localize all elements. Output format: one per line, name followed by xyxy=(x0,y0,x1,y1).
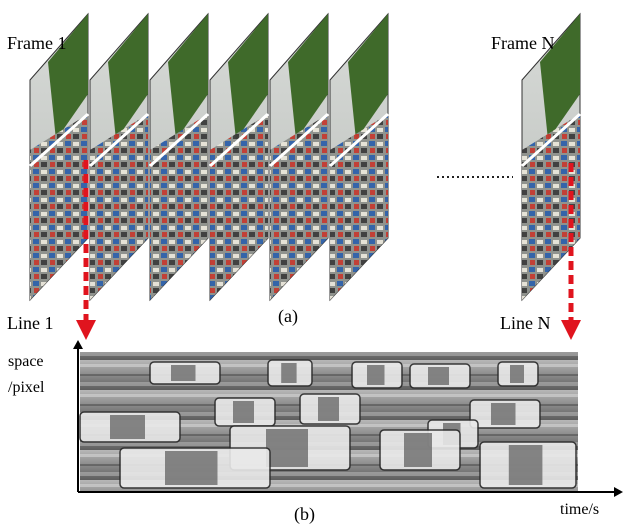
frame-stack xyxy=(28,12,390,302)
vehicle-window xyxy=(404,433,432,467)
video-frame xyxy=(268,12,330,302)
scan-arrow-line-1 xyxy=(76,160,96,340)
vehicle-window xyxy=(165,451,218,485)
x-axis-arrowhead xyxy=(614,487,623,497)
vehicle-window xyxy=(318,397,339,421)
scan-arrow-line-n xyxy=(561,163,581,340)
spatiotemporal-map xyxy=(79,352,578,491)
caption-a: (a) xyxy=(278,306,298,326)
video-frame xyxy=(520,12,582,302)
vehicle-window xyxy=(233,401,254,423)
video-frame xyxy=(148,12,210,302)
y-axis-arrowhead xyxy=(73,340,83,349)
vehicle-window xyxy=(491,403,516,425)
vehicle-window xyxy=(110,415,145,439)
video-frame xyxy=(208,12,270,302)
label-frame-n: Frame N xyxy=(491,33,555,53)
vehicle-window xyxy=(428,367,449,385)
caption-b: (b) xyxy=(294,504,315,524)
vehicle-window xyxy=(508,445,543,485)
y-axis-label-line-2: /pixel xyxy=(8,379,45,396)
vehicle-window xyxy=(367,365,385,385)
y-axis-label-line-1: space xyxy=(8,353,44,370)
label-line-n: Line N xyxy=(500,313,551,333)
vehicle-window xyxy=(510,365,524,383)
video-frame xyxy=(28,12,90,302)
vehicle-window xyxy=(171,365,196,381)
label-frame-1: Frame 1 xyxy=(7,33,67,53)
axes xyxy=(73,340,623,497)
video-frame xyxy=(88,12,150,302)
vehicle-window xyxy=(281,363,297,383)
vehicle-window xyxy=(266,429,308,467)
frame-n xyxy=(520,12,582,302)
x-axis-label: time/s xyxy=(560,501,600,518)
label-line-1: Line 1 xyxy=(7,313,54,333)
video-frame xyxy=(328,12,390,302)
